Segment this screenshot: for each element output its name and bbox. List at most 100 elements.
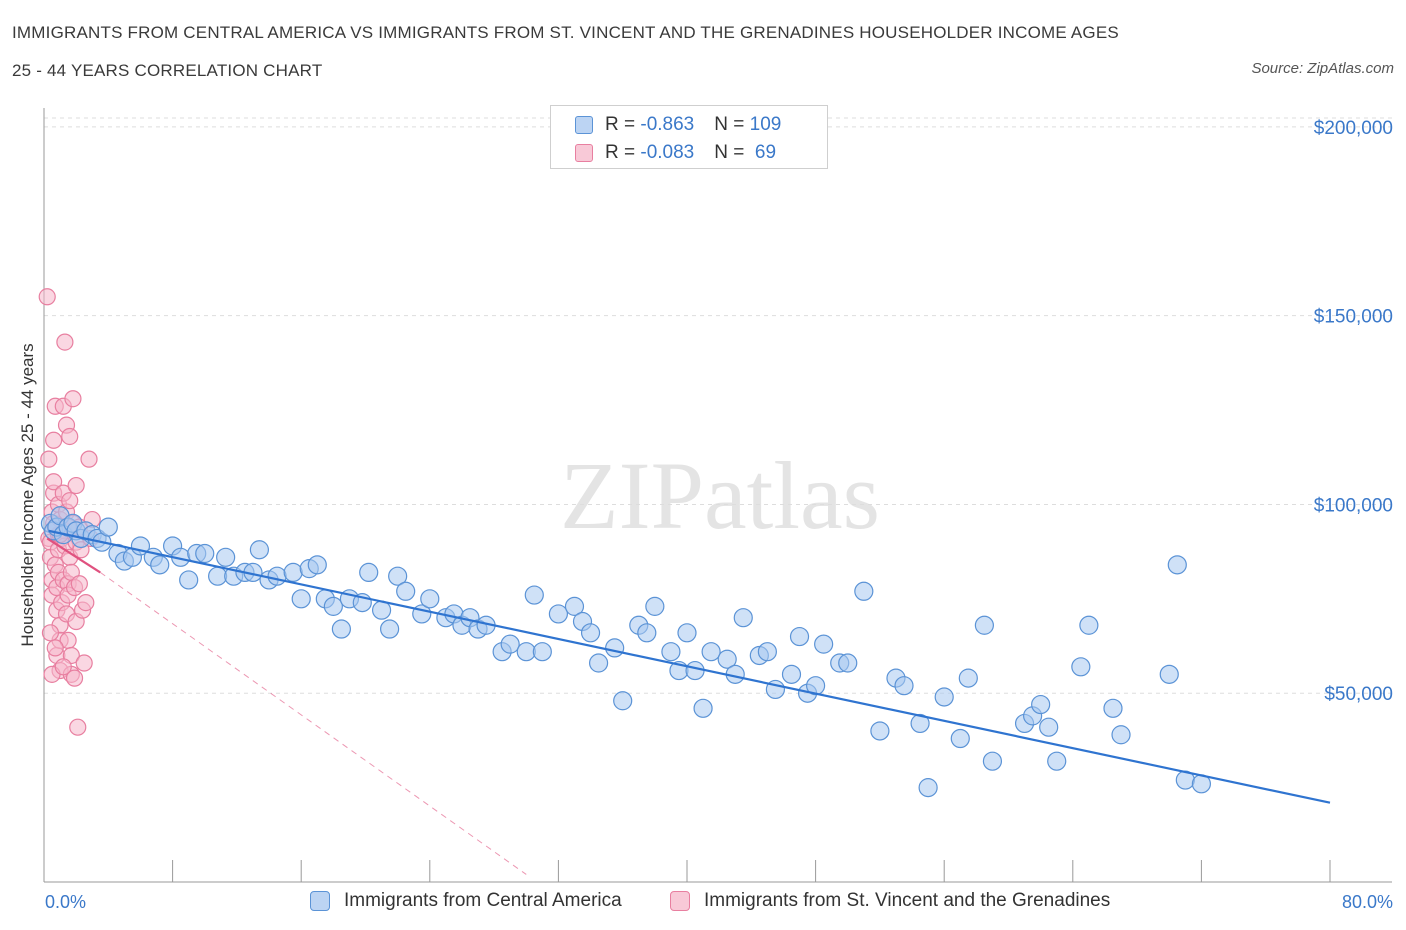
blue-point	[216, 547, 236, 567]
blue-point	[781, 664, 802, 684]
pink-point	[65, 669, 84, 687]
blue-point	[613, 691, 633, 711]
pink-point	[41, 624, 60, 642]
blue-point	[605, 638, 625, 658]
blue-point	[789, 626, 810, 647]
x-tick-max: 80.0%	[1342, 892, 1393, 912]
blue-point	[1167, 555, 1187, 575]
legend-n-label: N =	[714, 114, 750, 135]
legend-n-value-pink: 69	[749, 142, 777, 163]
legend-swatch-pink	[575, 144, 593, 162]
pink-point	[70, 575, 88, 593]
pink-point	[38, 288, 56, 306]
y-tick-labels: $50,000 $100,000 $150,000 $200,000	[1314, 118, 1393, 705]
legend-row-pink: R = -0.083 N = 69	[575, 140, 776, 166]
legend-r-label: R =	[605, 114, 641, 135]
pink-point	[40, 450, 58, 468]
grid-lines	[44, 117, 1392, 694]
blue-point	[1111, 725, 1131, 745]
legend-r-label: R =	[605, 142, 641, 163]
legend-r-value-blue: -0.863	[640, 114, 695, 135]
bottom-legend-swatch-pink	[670, 891, 690, 911]
legend-swatch-blue	[575, 116, 593, 134]
blue-point	[1103, 698, 1123, 718]
pink-point	[69, 718, 87, 736]
blue-point	[693, 698, 713, 718]
pink-point	[61, 427, 79, 446]
legend-row-blue: R = -0.863 N = 109	[575, 112, 781, 138]
pink-point	[46, 639, 64, 657]
chart-title-line1: IMMIGRANTS FROM CENTRAL AMERICA VS IMMIG…	[12, 23, 1119, 42]
blue-point	[588, 653, 609, 673]
blue-point	[267, 566, 287, 586]
blue-point	[532, 642, 552, 662]
blue-point	[637, 623, 657, 643]
blue-point	[564, 596, 585, 616]
pink-series-points	[38, 288, 101, 736]
blue-point	[548, 604, 569, 624]
blue-point	[331, 619, 351, 639]
blue-point	[1047, 751, 1067, 771]
blue-point	[98, 517, 118, 537]
y-tick-label: $150,000	[1314, 307, 1393, 328]
blue-point	[854, 581, 874, 601]
blue-point	[645, 596, 665, 616]
x-tick-min: 0.0%	[45, 892, 86, 912]
watermark: ZIPatlas	[560, 442, 880, 549]
blue-point	[838, 653, 858, 673]
blue-point	[870, 721, 890, 741]
blue-point	[307, 555, 327, 575]
pink-point	[45, 473, 63, 491]
blue-point	[388, 566, 408, 586]
pink-point	[75, 654, 93, 672]
pink-point	[54, 658, 72, 676]
blue-point	[982, 751, 1003, 771]
blue-point	[524, 585, 544, 605]
blue-point	[1071, 657, 1091, 677]
y-axis-label: Householder Income Ages 25 - 44 years	[18, 343, 37, 646]
blue-point	[359, 562, 379, 583]
trend-lines	[46, 529, 1331, 875]
blue-point	[934, 687, 954, 707]
blue-point	[958, 668, 978, 688]
pink-trend-line	[46, 537, 101, 574]
legend-n-label: N =	[714, 142, 750, 163]
bottom-legend-pink: Immigrants from St. Vincent and the Gren…	[670, 888, 1110, 914]
blue-point	[291, 589, 311, 609]
blue-point	[974, 615, 994, 635]
legend-n-value-blue: 109	[749, 114, 782, 135]
pink-point	[61, 492, 79, 510]
blue-point	[208, 566, 228, 586]
blue-point	[661, 642, 681, 662]
blue-point	[283, 562, 303, 583]
correlation-legend: R = -0.863 N = 109 R = -0.083 N = 69	[550, 105, 828, 169]
blue-point	[396, 581, 416, 601]
blue-point	[814, 634, 834, 654]
pink-point	[80, 450, 98, 468]
blue-point	[580, 623, 601, 643]
pink-point	[56, 333, 74, 351]
blue-point	[717, 649, 737, 669]
blue-point	[150, 555, 170, 575]
blue-point	[516, 642, 536, 662]
blue-point	[249, 540, 270, 560]
blue-series-points	[40, 506, 1212, 798]
pink-point	[64, 390, 82, 408]
source-label: Source: ZipAtlas.com	[1251, 60, 1394, 77]
blue-point	[910, 713, 930, 734]
blue-point	[677, 623, 697, 643]
blue-point	[195, 543, 215, 564]
pink-point	[77, 594, 95, 612]
bottom-legend-swatch-blue	[310, 891, 330, 911]
blue-point	[701, 642, 721, 662]
chart-title-line2: 25 - 44 YEARS CORRELATION CHART	[12, 61, 323, 80]
blue-point	[420, 589, 440, 609]
blue-point	[1031, 694, 1051, 715]
blue-point	[500, 634, 520, 654]
blue-point	[179, 570, 199, 590]
blue-point	[1039, 717, 1059, 737]
blue-point	[894, 676, 914, 696]
blue-point	[950, 728, 970, 749]
bottom-legend-blue: Immigrants from Central America	[310, 888, 622, 914]
blue-point	[918, 778, 938, 798]
